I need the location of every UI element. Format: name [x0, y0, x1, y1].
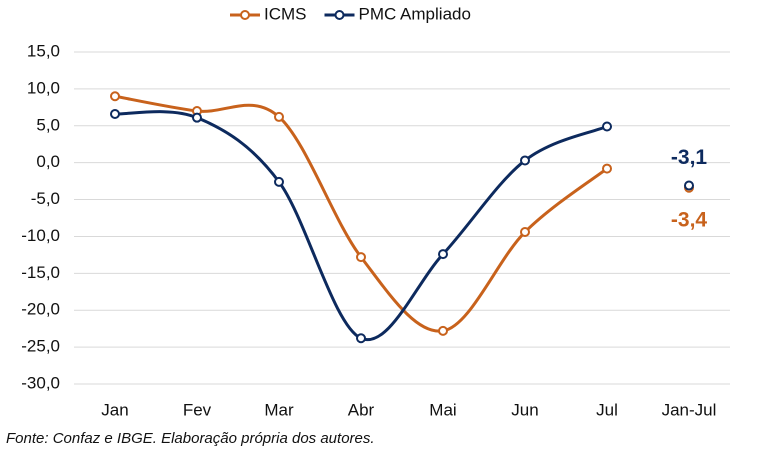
data-label: -3,4: [671, 208, 708, 231]
point-marker: [274, 176, 284, 187]
legend-marker: [334, 10, 345, 20]
x-tick-label: Jul: [596, 400, 618, 419]
y-tick-label: 15,0: [27, 41, 60, 60]
point-marker: [110, 91, 120, 102]
data-label: -3,1: [671, 146, 708, 169]
y-tick-label: -25,0: [21, 337, 60, 356]
y-tick-label: -5,0: [31, 189, 60, 208]
point-marker: [520, 155, 530, 166]
point-marker: [110, 108, 120, 119]
legend-marker: [240, 10, 250, 20]
point-marker: [356, 333, 366, 344]
legend-label: ICMS: [264, 4, 307, 23]
series-line: [114, 94, 608, 333]
y-tick-label: 0,0: [36, 152, 60, 171]
y-tick-label: 5,0: [36, 115, 60, 134]
y-tick-label: -10,0: [21, 226, 60, 245]
x-tick-label: Jan: [101, 400, 128, 419]
x-tick-label: Mai: [429, 400, 456, 419]
source-note: Fonte: Confaz e IBGE. Elaboração própria…: [6, 430, 375, 447]
point-marker: [438, 325, 448, 336]
point-marker: [602, 163, 612, 174]
point-marker: [356, 252, 366, 263]
point-marker: [192, 112, 202, 123]
point-marker: [438, 249, 448, 260]
point-marker: [684, 180, 694, 191]
x-tick-label: Mar: [264, 400, 294, 419]
x-tick-label: Jun: [511, 400, 538, 419]
point-marker: [274, 111, 284, 122]
y-tick-label: 10,0: [27, 78, 60, 97]
x-tick-label: Jan-Jul: [662, 400, 717, 419]
x-tick-label: Fev: [183, 400, 212, 419]
y-tick-label: -20,0: [21, 300, 60, 319]
x-tick-label: Abr: [348, 400, 375, 419]
legend-label: PMC Ampliado: [359, 4, 471, 23]
y-tick-label: -30,0: [21, 373, 60, 392]
point-marker: [602, 121, 612, 132]
point-marker: [520, 227, 530, 238]
y-tick-label: -15,0: [21, 263, 60, 282]
